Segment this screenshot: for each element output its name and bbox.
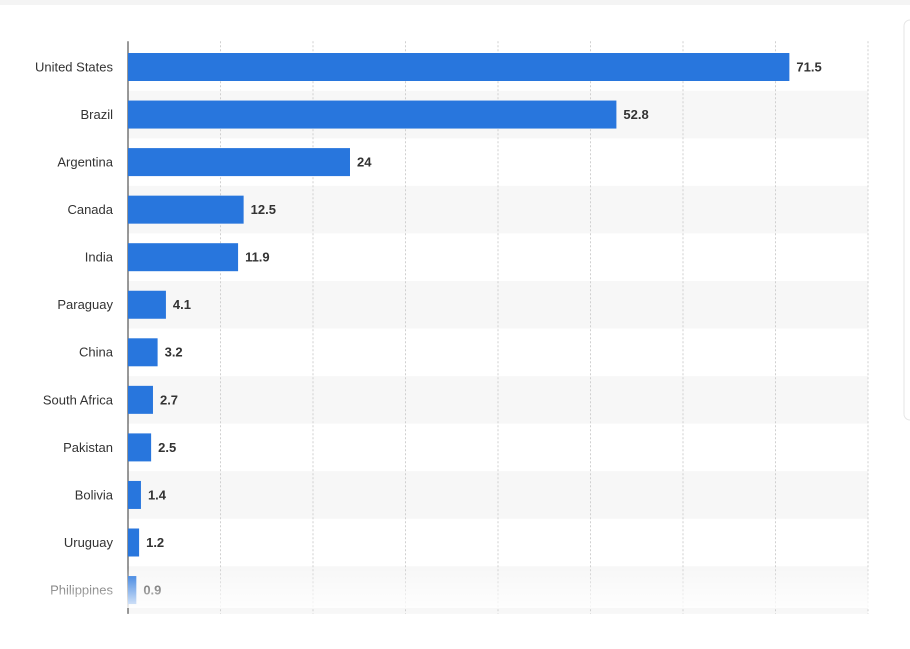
bar (128, 480, 141, 509)
value-label: 1.4 (148, 487, 167, 502)
side-card (903, 19, 910, 421)
value-label: 11.9 (245, 250, 270, 265)
bar (128, 243, 239, 272)
category-label: Bolivia (75, 487, 114, 502)
top-strip (0, 0, 910, 5)
category-label: South Africa (43, 392, 114, 407)
bar (128, 338, 158, 367)
category-label: China (79, 345, 114, 360)
bar (128, 528, 140, 557)
value-label: 12.5 (251, 202, 276, 217)
row-band (128, 280, 868, 329)
category-label: Canada (67, 202, 113, 217)
row-band (128, 376, 868, 424)
value-label: 52.8 (623, 107, 648, 122)
value-label: 2.5 (158, 440, 176, 455)
value-label: 3.2 (165, 345, 183, 360)
fade-overlay (0, 568, 880, 608)
bar (128, 433, 152, 462)
category-label: Brazil (80, 107, 113, 122)
bar (128, 100, 617, 129)
category-label: Argentina (57, 155, 113, 170)
category-label: Uruguay (64, 535, 114, 550)
value-label: 71.5 (796, 59, 821, 74)
bar (128, 385, 153, 414)
value-label: 1.2 (146, 535, 164, 550)
value-label: 4.1 (173, 297, 191, 312)
category-label: Paraguay (57, 297, 113, 312)
category-label: India (85, 250, 114, 265)
bar (128, 195, 244, 224)
value-label: 24 (357, 155, 372, 170)
category-label: United States (35, 59, 114, 74)
value-label: 2.7 (160, 392, 178, 407)
bar (128, 148, 350, 177)
bar (128, 290, 166, 319)
bar (128, 53, 790, 81)
category-label: Pakistan (63, 440, 113, 455)
